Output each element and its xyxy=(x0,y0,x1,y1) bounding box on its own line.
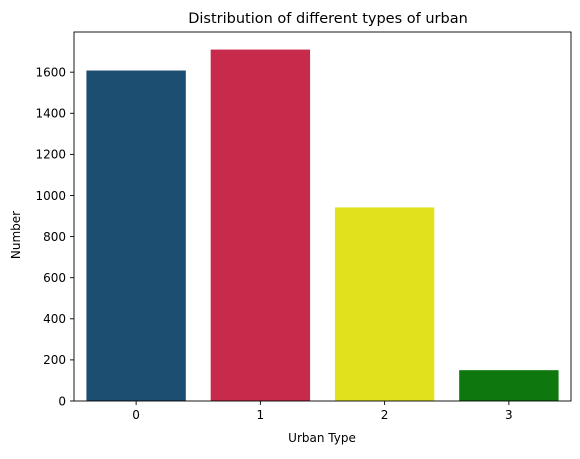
y-tick-label-1200: 1200 xyxy=(35,148,66,162)
y-tick-label-400: 400 xyxy=(43,312,66,326)
x-tick-label-3: 3 xyxy=(505,408,513,422)
y-tick-label-1000: 1000 xyxy=(35,189,66,203)
y-axis-label: Number xyxy=(9,211,23,259)
axes-frame xyxy=(73,31,572,402)
bar-1 xyxy=(210,49,311,401)
ticks-layer: 0 200 400 600 800 1000 1200 1400 1600 0 1 2 3 xyxy=(35,65,512,422)
y-tick-label-1400: 1400 xyxy=(35,107,66,121)
x-tick-label-2: 2 xyxy=(381,408,389,422)
x-tick-label-1: 1 xyxy=(257,408,265,422)
bars-layer xyxy=(86,49,559,401)
chart-title: Distribution of different types of urban xyxy=(188,11,468,27)
y-tick-label-600: 600 xyxy=(43,271,66,285)
axes-layer xyxy=(73,31,572,402)
y-tick-label-0: 0 xyxy=(58,394,66,408)
x-tick-label-0: 0 xyxy=(132,408,140,422)
y-tick-label-200: 200 xyxy=(43,353,66,367)
bar-3 xyxy=(459,370,559,401)
bar-0 xyxy=(86,70,186,401)
y-tick-label-800: 800 xyxy=(43,230,66,244)
x-axis-label: Urban Type xyxy=(288,431,356,445)
y-tick-label-1600: 1600 xyxy=(35,65,66,79)
bar-2 xyxy=(334,207,435,401)
